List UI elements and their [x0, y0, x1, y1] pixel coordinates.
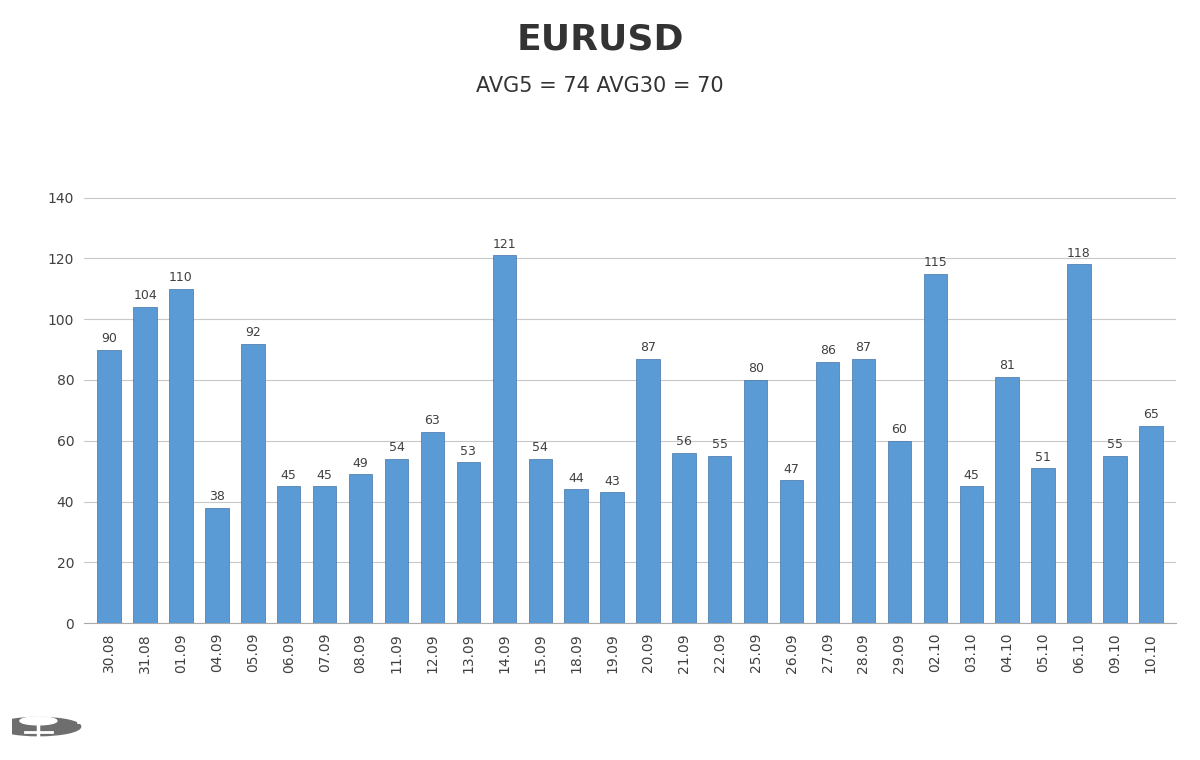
Text: 115: 115 [924, 256, 947, 269]
Bar [816, 362, 839, 623]
Text: 92: 92 [245, 326, 260, 339]
Bar [924, 274, 947, 623]
Text: 45: 45 [964, 469, 979, 482]
Bar [528, 459, 552, 623]
Bar [493, 255, 516, 623]
Text: 121: 121 [492, 238, 516, 251]
Bar [457, 462, 480, 623]
Text: instaforex: instaforex [76, 712, 163, 727]
Text: 53: 53 [461, 445, 476, 458]
Text: 80: 80 [748, 363, 763, 375]
Bar [349, 474, 372, 623]
Text: 49: 49 [353, 457, 368, 470]
Circle shape [20, 717, 56, 725]
Text: 90: 90 [101, 332, 118, 345]
Bar [636, 359, 660, 623]
Text: 118: 118 [1067, 247, 1091, 260]
Bar [996, 377, 1019, 623]
Bar [708, 456, 732, 623]
Text: 60: 60 [892, 423, 907, 436]
Text: EURUSD: EURUSD [516, 23, 684, 57]
Bar [205, 508, 228, 623]
Bar [672, 453, 696, 623]
Text: 44: 44 [569, 472, 584, 485]
Bar [1032, 468, 1055, 623]
Text: 87: 87 [856, 341, 871, 354]
Text: 104: 104 [133, 290, 157, 302]
Bar [1067, 264, 1091, 623]
Text: 51: 51 [1036, 451, 1051, 464]
Circle shape [0, 717, 80, 736]
Bar [888, 441, 911, 623]
Bar [421, 432, 444, 623]
Bar [277, 486, 300, 623]
Text: 81: 81 [1000, 359, 1015, 372]
Text: 45: 45 [317, 469, 332, 482]
Text: 45: 45 [281, 469, 296, 482]
Text: 38: 38 [209, 490, 224, 503]
Text: 54: 54 [533, 442, 548, 454]
Bar [780, 480, 803, 623]
Text: 55: 55 [712, 439, 728, 451]
Circle shape [0, 711, 113, 743]
Text: 110: 110 [169, 271, 193, 284]
Bar [97, 350, 121, 623]
Text: AVG5 = 74 AVG30 = 70: AVG5 = 74 AVG30 = 70 [476, 76, 724, 96]
Bar [852, 359, 875, 623]
Bar [1103, 456, 1127, 623]
Bar [564, 489, 588, 623]
Text: 63: 63 [425, 414, 440, 427]
Bar [313, 486, 336, 623]
Text: 87: 87 [640, 341, 656, 354]
Text: Instant Forex Trading: Instant Forex Trading [76, 735, 185, 746]
Text: 47: 47 [784, 463, 799, 476]
Text: 55: 55 [1106, 439, 1123, 451]
Bar [385, 459, 408, 623]
Bar [744, 380, 767, 623]
Text: 86: 86 [820, 344, 835, 357]
Bar [960, 486, 983, 623]
Text: 43: 43 [604, 475, 620, 488]
Text: 65: 65 [1142, 408, 1159, 421]
Text: 56: 56 [676, 435, 692, 448]
Bar [1139, 426, 1163, 623]
Bar [600, 492, 624, 623]
Bar [241, 344, 264, 623]
Bar [133, 307, 157, 623]
Bar [169, 289, 193, 623]
Text: 54: 54 [389, 442, 404, 454]
